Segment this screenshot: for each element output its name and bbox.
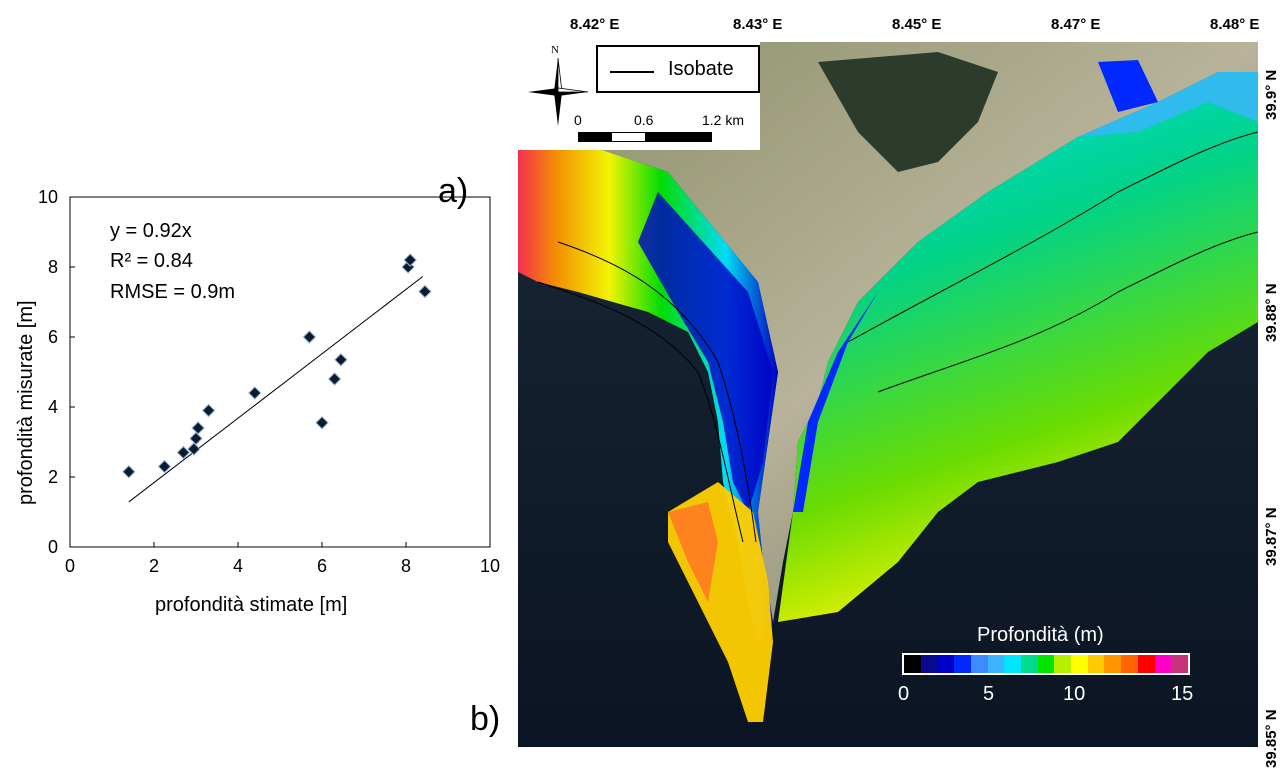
data-point	[187, 442, 201, 456]
y-axis-title: profondità misurate [m]	[15, 300, 37, 505]
lat-label-2: 39.88° N	[1263, 283, 1280, 342]
colorbar-tick-5: 5	[983, 683, 995, 705]
x-axis-title: profondità stimate [m]	[155, 594, 348, 616]
colorbar-swatch	[1054, 655, 1072, 673]
trendline	[128, 276, 424, 503]
data-point	[157, 459, 172, 474]
data-point	[334, 353, 348, 367]
scale-label-0: 0	[574, 112, 582, 128]
colorbar	[902, 653, 1190, 675]
data-point	[315, 416, 329, 430]
colorbar-swatch	[1020, 655, 1038, 673]
colorbar-swatch	[1037, 655, 1055, 673]
isobate-line-icon	[610, 71, 654, 73]
data-points	[122, 253, 432, 479]
colorbar-swatch	[1154, 655, 1172, 673]
x-tick-label: 2	[149, 556, 159, 576]
scale-bar	[578, 132, 712, 142]
lon-label-3: 8.45° E	[892, 16, 942, 33]
y-tick-label: 4	[48, 397, 58, 417]
colorbar-tick-10: 10	[1063, 683, 1086, 705]
lat-label-1: 39.9° N	[1263, 69, 1280, 120]
scale-label-12: 1.2 km	[702, 112, 745, 128]
equation-text: y = 0.92x	[110, 220, 192, 242]
x-tick-label: 0	[65, 556, 75, 576]
data-point	[403, 253, 417, 267]
colorbar-swatch	[1137, 655, 1155, 673]
data-point	[248, 386, 262, 400]
colorbar-swatch	[1087, 655, 1105, 673]
colorbar-swatch	[987, 655, 1005, 673]
scale-label-06: 0.6	[634, 112, 654, 128]
bathymetry-map	[518, 42, 1258, 747]
left-shelf	[518, 122, 778, 642]
lon-label-1: 8.42° E	[570, 16, 620, 33]
colorbar-swatch	[954, 655, 971, 673]
colorbar-tick-0: 0	[898, 683, 910, 705]
isobate-legend: Isobate	[596, 45, 760, 93]
y-tick-label: 0	[48, 537, 58, 557]
rmse-text: RMSE = 0.9m	[110, 281, 236, 303]
right-shelf	[778, 72, 1258, 622]
colorbar-swatch	[904, 655, 921, 673]
colorbar-swatch	[970, 655, 988, 673]
data-point	[189, 431, 203, 446]
land-area	[518, 42, 1258, 622]
colorbar-swatch	[920, 655, 938, 673]
chart-ticks: 0 2 4 6 8 10 0 2 4 6 8 10	[38, 187, 500, 576]
data-point	[327, 372, 342, 386]
north-arrow-icon	[528, 57, 589, 126]
lat-label-4: 39.85° N	[1263, 709, 1280, 768]
r2-text: R² = 0.84	[110, 250, 193, 272]
trendline-path	[128, 276, 424, 503]
y-tick-label: 10	[38, 187, 58, 207]
plot-frame	[69, 196, 491, 548]
x-tick-label: 4	[233, 556, 243, 576]
x-tick-label: 10	[480, 556, 500, 576]
data-point	[418, 284, 432, 299]
colorbar-swatch	[1004, 655, 1021, 673]
y-tick-label: 6	[48, 327, 58, 347]
panel-b-label: b)	[470, 700, 501, 738]
data-point	[201, 403, 216, 418]
data-point	[191, 421, 205, 435]
y-tick-label: 8	[48, 257, 58, 277]
panel-a-label: a)	[438, 172, 469, 210]
y-tick-label: 2	[48, 467, 58, 487]
data-point	[176, 445, 191, 460]
chart-axes	[69, 196, 491, 548]
map-image	[518, 42, 1258, 747]
lon-label-5: 8.48° E	[1210, 16, 1260, 33]
colorbar-swatch	[937, 655, 955, 673]
colorbar-tick-15: 15	[1171, 683, 1194, 705]
colorbar-swatch	[1171, 655, 1188, 673]
x-tick-label: 6	[317, 556, 327, 576]
data-point	[302, 330, 317, 344]
lon-label-4: 8.47° E	[1051, 16, 1101, 33]
colorbar-swatch	[1104, 655, 1122, 673]
x-tick-label: 8	[401, 556, 411, 576]
data-point	[122, 465, 136, 479]
lat-label-3: 39.87° N	[1263, 507, 1280, 566]
isobate-label: Isobate	[668, 58, 734, 80]
colorbar-swatch	[1121, 655, 1138, 673]
north-label: N	[551, 44, 559, 56]
lon-label-2: 8.43° E	[733, 16, 783, 33]
colorbar-title: Profondità (m)	[977, 624, 1104, 646]
scatter-chart: 0 2 4 6 8 10 0 2 4 6 8 10	[38, 187, 500, 576]
lagoon	[818, 52, 998, 172]
colorbar-swatch	[1071, 655, 1088, 673]
